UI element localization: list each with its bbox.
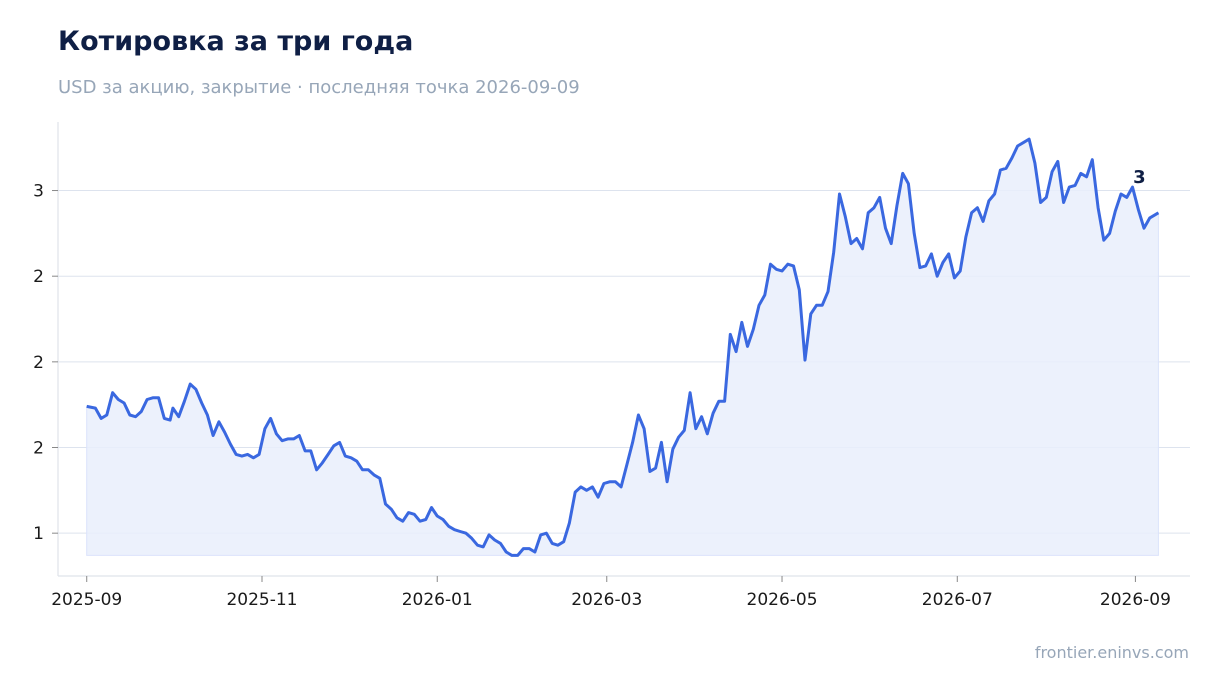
- x-tick-label: 2026-07: [922, 590, 993, 610]
- last-value-label: 3: [1133, 167, 1146, 188]
- x-tick-label: 2026-09: [1100, 590, 1171, 610]
- source-credit: frontier.eninvs.com: [1034, 643, 1189, 662]
- y-tick-label: 2: [33, 353, 44, 373]
- x-tick-label: 2025-09: [51, 590, 122, 610]
- y-tick-label: 2: [33, 439, 44, 459]
- x-tick-label: 2026-05: [747, 590, 818, 610]
- y-tick-label: 2: [33, 267, 44, 287]
- x-tick-label: 2025-11: [226, 590, 297, 610]
- axes: [57, 122, 1190, 577]
- y-tick-label: 3: [33, 182, 44, 202]
- chart-title: Котировка за три года: [58, 26, 414, 57]
- price-area-fill: [86, 138, 1159, 556]
- x-tick-label: 2026-01: [402, 590, 473, 610]
- y-tick-label: 1: [33, 524, 44, 544]
- chart-subtitle: USD за акцию, закрытие · последняя точка…: [58, 77, 580, 98]
- price-line: [86, 137, 1160, 557]
- tick-labels: 1 2 2 2 3 2025-09 2025-11 2026-01 2026-03 2026-05…: [33, 182, 1171, 610]
- x-tick-label: 2026-03: [571, 590, 642, 610]
